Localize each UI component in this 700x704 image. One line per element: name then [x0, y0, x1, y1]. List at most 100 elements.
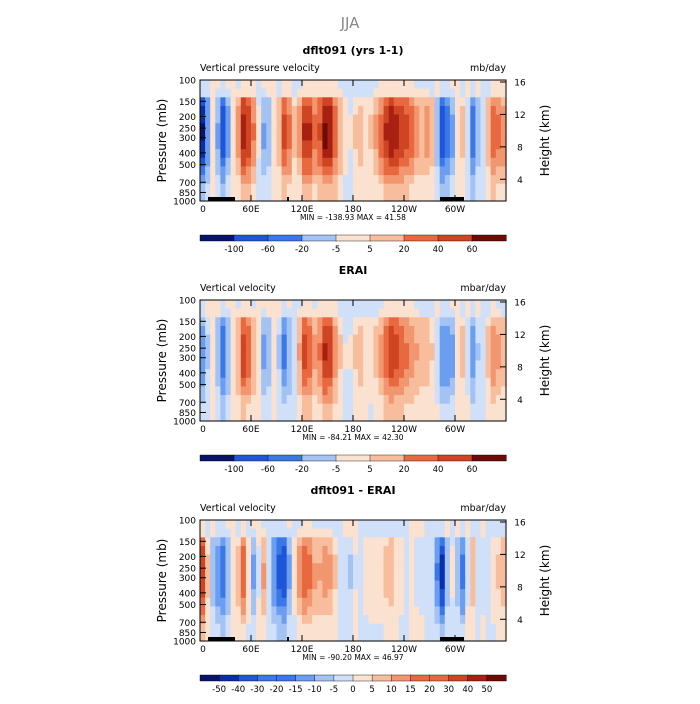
heatmap-cell: [480, 334, 487, 344]
heatmap-cell: [291, 403, 298, 413]
heatmap-cell: [475, 615, 482, 625]
heatmap-cell: [307, 589, 313, 599]
heatmap-cell: [353, 343, 359, 353]
heatmap-cell: [388, 520, 395, 530]
heatmap-cell: [460, 80, 466, 90]
y-tick-label: 300: [179, 134, 196, 144]
heatmap-cell: [286, 554, 293, 564]
heatmap-cell: [317, 166, 323, 176]
heatmap-cell: [261, 149, 267, 159]
heatmap-cell: [439, 157, 446, 168]
heatmap-cell: [210, 606, 216, 616]
heatmap-cell: [495, 175, 502, 185]
heatmap-cell: [470, 597, 476, 608]
heatmap-cell: [414, 140, 420, 150]
heatmap-cell: [485, 615, 492, 625]
heatmap-cell: [225, 183, 232, 193]
heatmap-cell: [256, 369, 262, 379]
heatmap-cell: [251, 360, 257, 370]
heatmap-cell: [383, 175, 390, 185]
heatmap-cell: [261, 334, 267, 344]
heatmap-cell: [220, 386, 227, 396]
heatmap-cell: [500, 377, 507, 388]
heatmap-cell: [439, 343, 446, 353]
heatmap-cell: [225, 537, 232, 547]
heatmap-cell: [205, 360, 211, 370]
heatmap-cell: [490, 123, 497, 133]
heatmap-cell: [378, 580, 385, 590]
heatmap-cell: [240, 554, 247, 564]
heatmap-cell: [210, 580, 216, 590]
heatmap-cell: [383, 545, 390, 556]
heatmap-cell: [286, 192, 293, 202]
heatmap-cell: [347, 308, 354, 318]
heatmap-cell: [500, 308, 507, 318]
heatmap-cell: [266, 183, 272, 193]
heatmap-cell: [235, 386, 242, 396]
heatmap-cell: [363, 183, 369, 193]
heatmap-cell: [449, 412, 456, 422]
units-label: mbar/day: [460, 283, 506, 294]
colorbar-swatch: [233, 234, 269, 242]
colorbar-label: -5: [332, 465, 340, 475]
heatmap-cell: [281, 131, 288, 142]
heatmap-cell: [393, 183, 400, 193]
heatmap-cell: [235, 597, 242, 608]
heatmap-cell: [347, 412, 354, 422]
heatmap-cell: [240, 183, 247, 193]
heatmap-cell: [296, 395, 303, 405]
heatmap-cell: [276, 377, 283, 388]
heatmap-cell: [460, 537, 466, 547]
heatmap-cell: [271, 343, 278, 353]
heatmap-cell: [347, 149, 354, 159]
heatmap-cell: [373, 403, 380, 413]
heatmap-cell: [312, 403, 318, 413]
heatmap-cell: [485, 300, 492, 310]
heatmap-cell: [240, 105, 247, 116]
heatmap-cell: [429, 123, 436, 133]
heatmap-cell: [480, 149, 487, 159]
heatmap-cell: [363, 377, 369, 388]
heatmap-cell: [409, 537, 415, 547]
heatmap-cell: [465, 386, 471, 396]
heatmap-cell: [398, 97, 405, 107]
heatmap-cell: [455, 300, 461, 310]
heatmap-cell: [475, 589, 482, 599]
heatmap-cell: [286, 308, 293, 318]
topography-mask: [440, 197, 462, 201]
heatmap-cell: [210, 589, 216, 599]
heatmap-cell: [342, 183, 349, 193]
heatmap-cell: [271, 300, 278, 310]
heatmap-cell: [393, 606, 400, 616]
heatmap-cell: [245, 105, 252, 116]
heatmap-cell: [205, 403, 211, 413]
heatmap-cell: [363, 166, 369, 176]
heatmap-cell: [393, 166, 400, 176]
heatmap-cell: [470, 105, 476, 116]
heatmap-cell: [286, 528, 293, 538]
heatmap-cell: [322, 589, 329, 599]
heatmap-cell: [256, 175, 262, 185]
heatmap-cell: [378, 325, 385, 336]
heatmap-cell: [281, 97, 288, 107]
heatmap-cell: [347, 623, 354, 633]
heatmap-cell: [414, 183, 420, 193]
heatmap-cell: [393, 300, 400, 310]
heatmap-cell: [240, 140, 247, 150]
heatmap-cell: [281, 317, 288, 327]
heatmap-cell: [373, 192, 380, 202]
heatmap-cell: [205, 563, 211, 573]
heatmap-cell: [312, 369, 318, 379]
heatmap-cell: [332, 623, 339, 633]
heatmap-cell: [439, 300, 446, 310]
heatmap-cell: [225, 175, 232, 185]
heatmap-cell: [210, 300, 216, 310]
heatmap-cell: [449, 131, 456, 142]
heatmap-cell: [291, 528, 298, 538]
heatmap-cell: [347, 403, 354, 413]
heatmap-cell: [251, 88, 257, 98]
heatmap-cell: [475, 123, 482, 133]
colorbar-swatch: [486, 674, 507, 682]
x-tick-label: 0: [200, 205, 206, 215]
heatmap-cell: [475, 395, 482, 405]
